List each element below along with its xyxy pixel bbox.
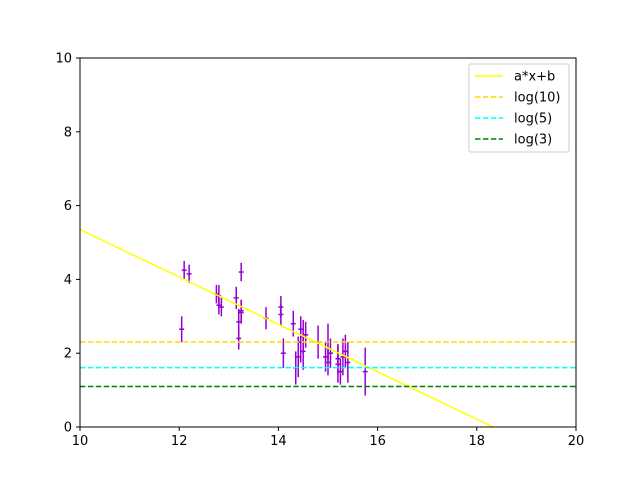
data-point: [362, 347, 368, 396]
data-point: [218, 297, 224, 317]
data-point: [300, 332, 306, 370]
x-tick-label: 16: [369, 434, 386, 449]
legend-box: [468, 63, 570, 153]
plot-area: [80, 228, 576, 427]
axes: 10 12 14 16 18 20 0 2 4 6 8 10: [55, 52, 584, 450]
y-tick-label: 8: [64, 125, 72, 140]
data-point: [328, 338, 333, 368]
axes-frame: [79, 57, 577, 428]
data-point: [186, 264, 192, 284]
data-point: [179, 316, 185, 343]
data-point: [340, 338, 346, 376]
data-point: [238, 301, 244, 324]
data-point: [335, 345, 341, 383]
y-tick-label: 4: [64, 273, 72, 288]
data-point: [181, 260, 187, 280]
legend: a*x+b log(10) log(5) log(3): [468, 63, 570, 153]
x-tick-label: 18: [469, 434, 486, 449]
data-point: [280, 338, 286, 368]
x-tick-label: 10: [72, 434, 89, 449]
x-tick-label: 20: [568, 434, 585, 449]
legend-label: a*x+b: [514, 70, 555, 85]
y-tick-label: 2: [64, 347, 72, 362]
y-tick-label: 6: [64, 199, 72, 214]
data-point: [236, 327, 242, 350]
data-point: [233, 286, 239, 309]
data-point: [238, 262, 244, 282]
x-tick-label: 12: [171, 434, 188, 449]
data-point: [295, 336, 301, 378]
legend-label: log(10): [514, 91, 561, 106]
y-tick-label: 10: [55, 52, 72, 67]
y-tick-label: 0: [64, 421, 72, 436]
data-point: [345, 342, 351, 383]
x-tick-label: 14: [270, 434, 287, 449]
data-point: [303, 321, 309, 348]
series-lines: [80, 228, 576, 427]
series-line: [80, 228, 494, 427]
legend-label: log(3): [514, 133, 552, 148]
legend-label: log(5): [514, 112, 552, 127]
data-point: [337, 358, 343, 385]
data-point: [278, 303, 284, 326]
